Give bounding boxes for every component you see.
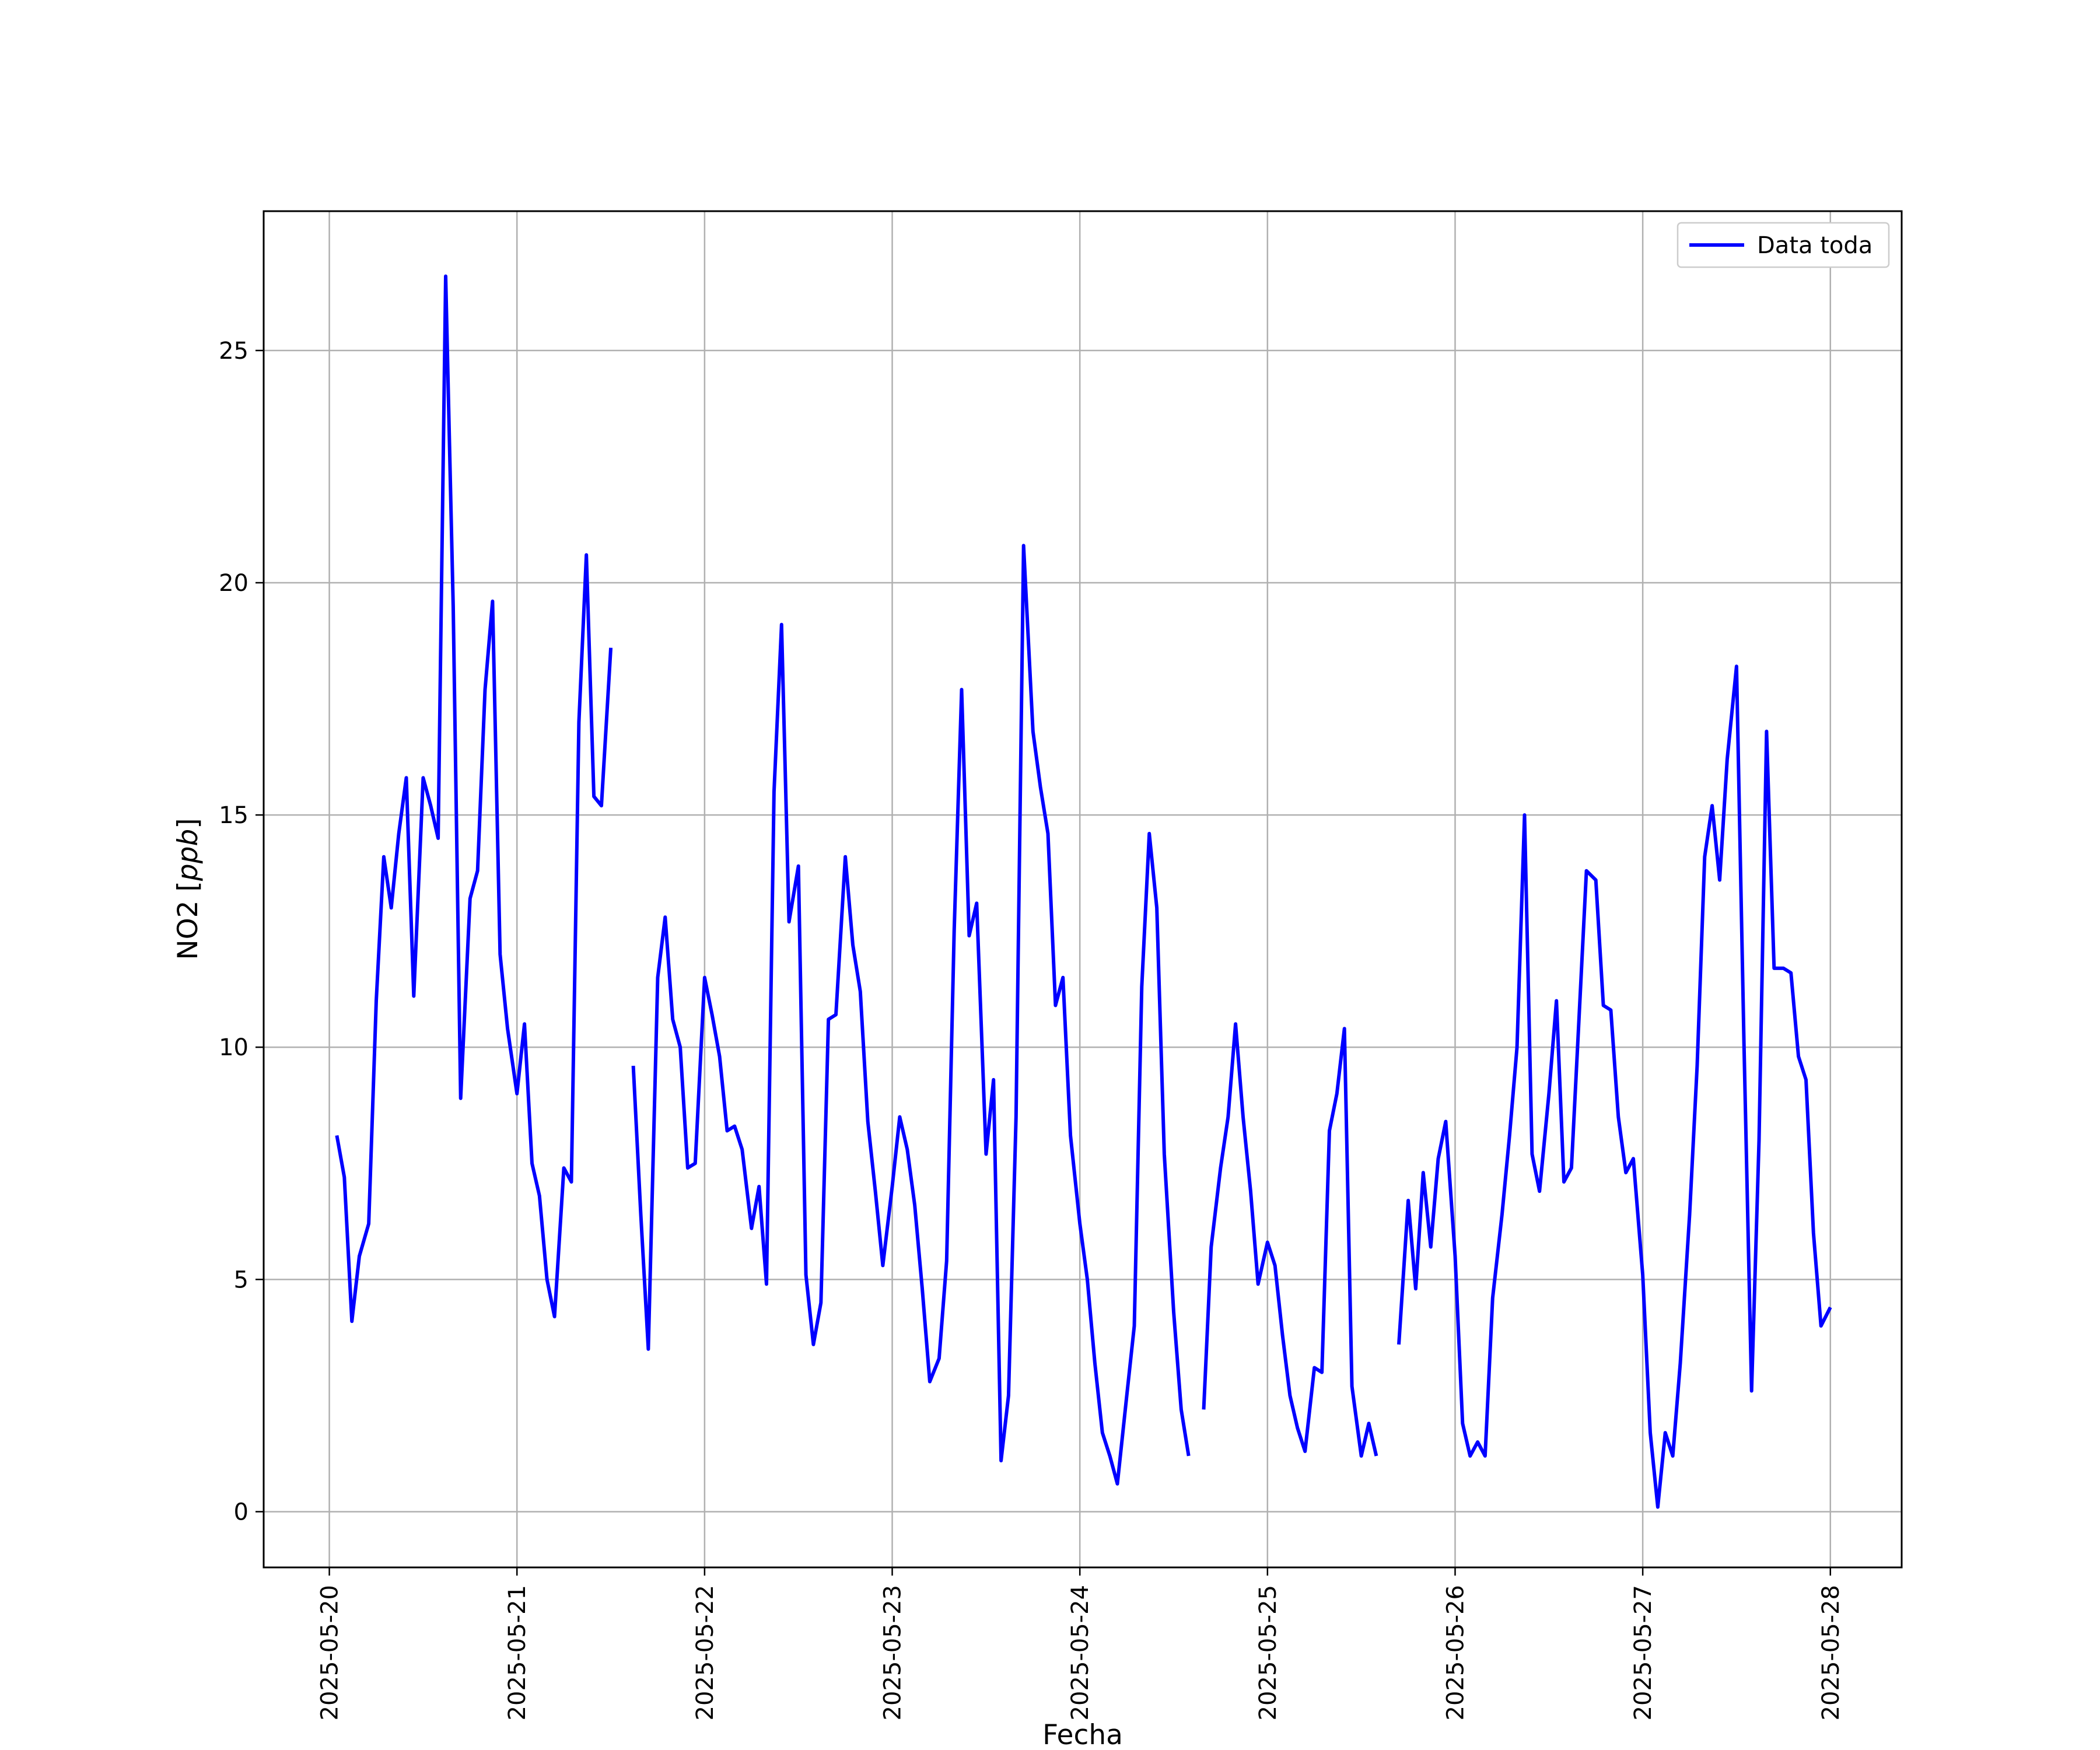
y-tick-label: 0 (234, 1499, 249, 1525)
x-tick-label: 2025-05-24 (1067, 1585, 1094, 1720)
series-line-segment (1202, 1022, 1378, 1458)
x-tick-label: 2025-05-20 (317, 1585, 344, 1720)
legend: Data toda (1676, 222, 1890, 268)
x-tick-label: 2025-05-22 (692, 1585, 719, 1720)
plot-frame (262, 210, 1903, 1569)
y-tick-label: 15 (219, 802, 249, 829)
x-tick-label: 2025-05-27 (1630, 1585, 1657, 1720)
series-line-segment (631, 544, 1191, 1486)
axis-ticks: 2025-05-20 2025-05-21 2025-05-22 2025-05-23… (219, 338, 1845, 1721)
x-tick-label: 2025-05-23 (880, 1585, 907, 1720)
series-line-segment (335, 274, 613, 1323)
x-tick-label: 2025-05-25 (1255, 1585, 1282, 1720)
series-data-toda (335, 274, 1832, 1509)
y-tick-label: 10 (219, 1034, 249, 1061)
series-line-segment (1397, 664, 1832, 1509)
y-tick-label: 25 (219, 338, 249, 365)
legend-label-data-toda: Data toda (1757, 232, 1873, 259)
x-tick-label: 2025-05-28 (1818, 1585, 1845, 1720)
x-tick-label: 2025-05-21 (504, 1585, 531, 1720)
y-axis-title: NO2 [ppb] (172, 818, 204, 960)
x-axis-title: Fecha (1042, 1719, 1123, 1750)
y-tick-label: 5 (234, 1266, 249, 1293)
x-tick-label: 2025-05-26 (1442, 1585, 1469, 1720)
grid (264, 211, 1902, 1567)
y-tick-label: 20 (219, 570, 249, 597)
legend-box (1676, 222, 1890, 268)
